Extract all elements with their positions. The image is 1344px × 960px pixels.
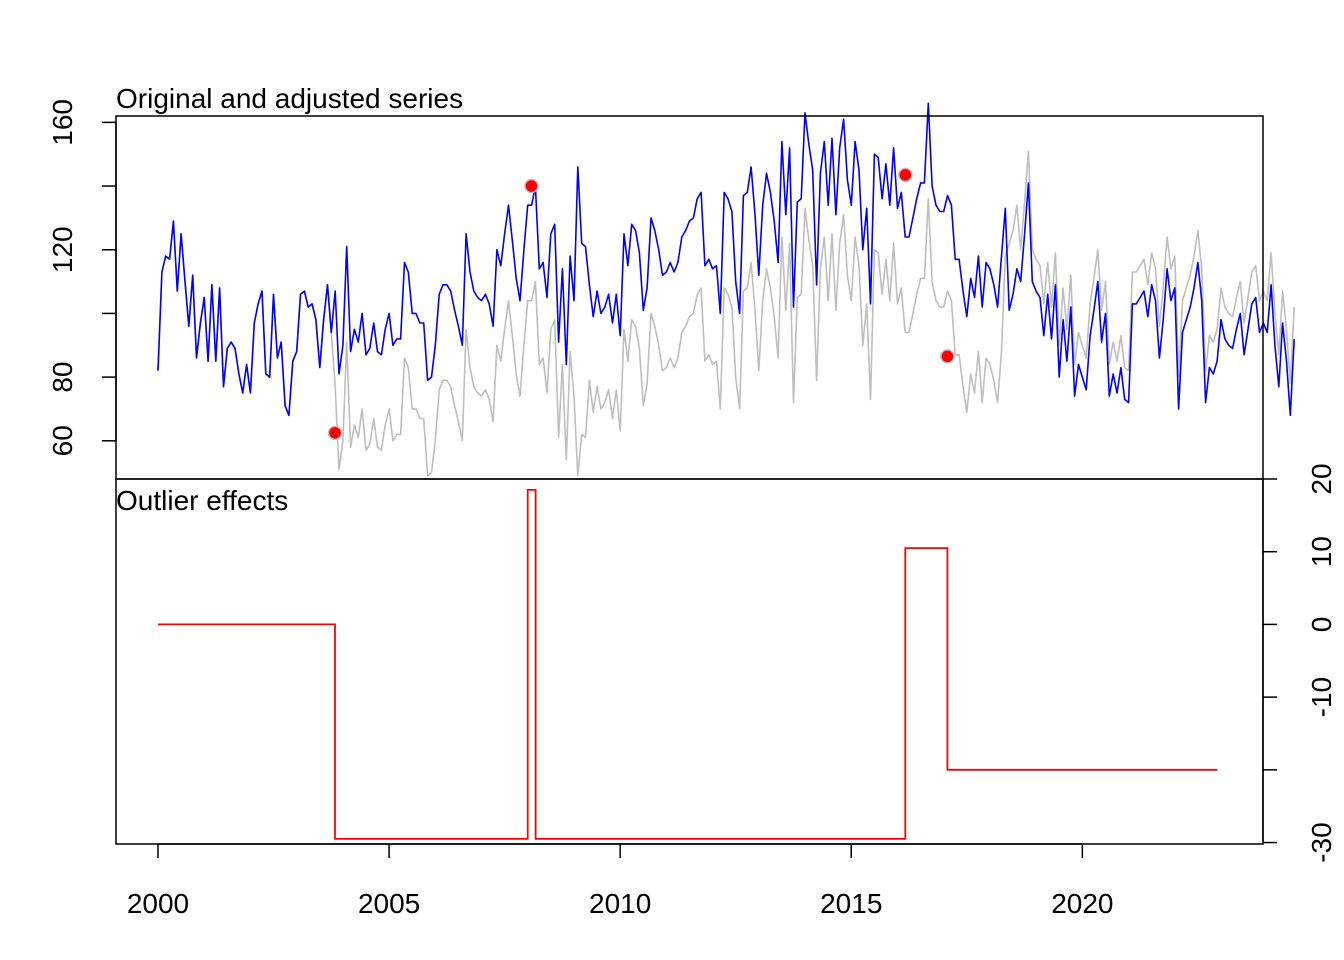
x-tick-label: 2015 xyxy=(820,888,882,919)
outlier-point xyxy=(940,349,955,364)
top-y-tick-label: 120 xyxy=(47,226,78,273)
original-series-line xyxy=(157,150,1295,477)
bottom-y-tick-label: -30 xyxy=(1306,822,1337,862)
x-tick-label: 2000 xyxy=(127,888,189,919)
x-tick-label: 2010 xyxy=(589,888,651,919)
top-series-layer xyxy=(157,102,1295,477)
adjusted-series-line xyxy=(157,102,1295,417)
top-panel: Original and adjusted series 60 80 120 160 xyxy=(47,83,1295,480)
bottom-panel-title: Outlier effects xyxy=(116,485,288,516)
x-axis: 2000 2005 2010 2015 2020 xyxy=(127,843,1113,919)
top-y-tick-label: 160 xyxy=(47,99,78,146)
x-tick-label: 2005 xyxy=(358,888,420,919)
bottom-y-axis: -30 -10 0 10 20 xyxy=(1262,463,1337,863)
x-tick-label: 2020 xyxy=(1051,888,1113,919)
bottom-y-tick-label: 10 xyxy=(1306,536,1337,567)
outlier-point xyxy=(327,425,343,441)
bottom-panel: Outlier effects -30 -10 0 10 20 xyxy=(115,463,1337,863)
bottom-y-tick-label: 0 xyxy=(1306,617,1337,633)
outlier-point xyxy=(898,167,913,183)
outlier-point xyxy=(524,178,539,194)
outlier-markers xyxy=(327,167,955,441)
bottom-plot-frame xyxy=(115,478,1264,845)
top-y-tick-label: 60 xyxy=(47,425,78,456)
top-y-axis: 60 80 120 160 xyxy=(47,99,117,456)
bottom-y-tick-label: -10 xyxy=(1306,677,1337,717)
top-panel-title: Original and adjusted series xyxy=(116,83,463,114)
outlier-effects-line xyxy=(158,488,1218,840)
bottom-y-tick-label: 20 xyxy=(1306,463,1337,494)
top-y-tick-label: 80 xyxy=(47,362,78,393)
bottom-series-layer xyxy=(158,488,1218,840)
